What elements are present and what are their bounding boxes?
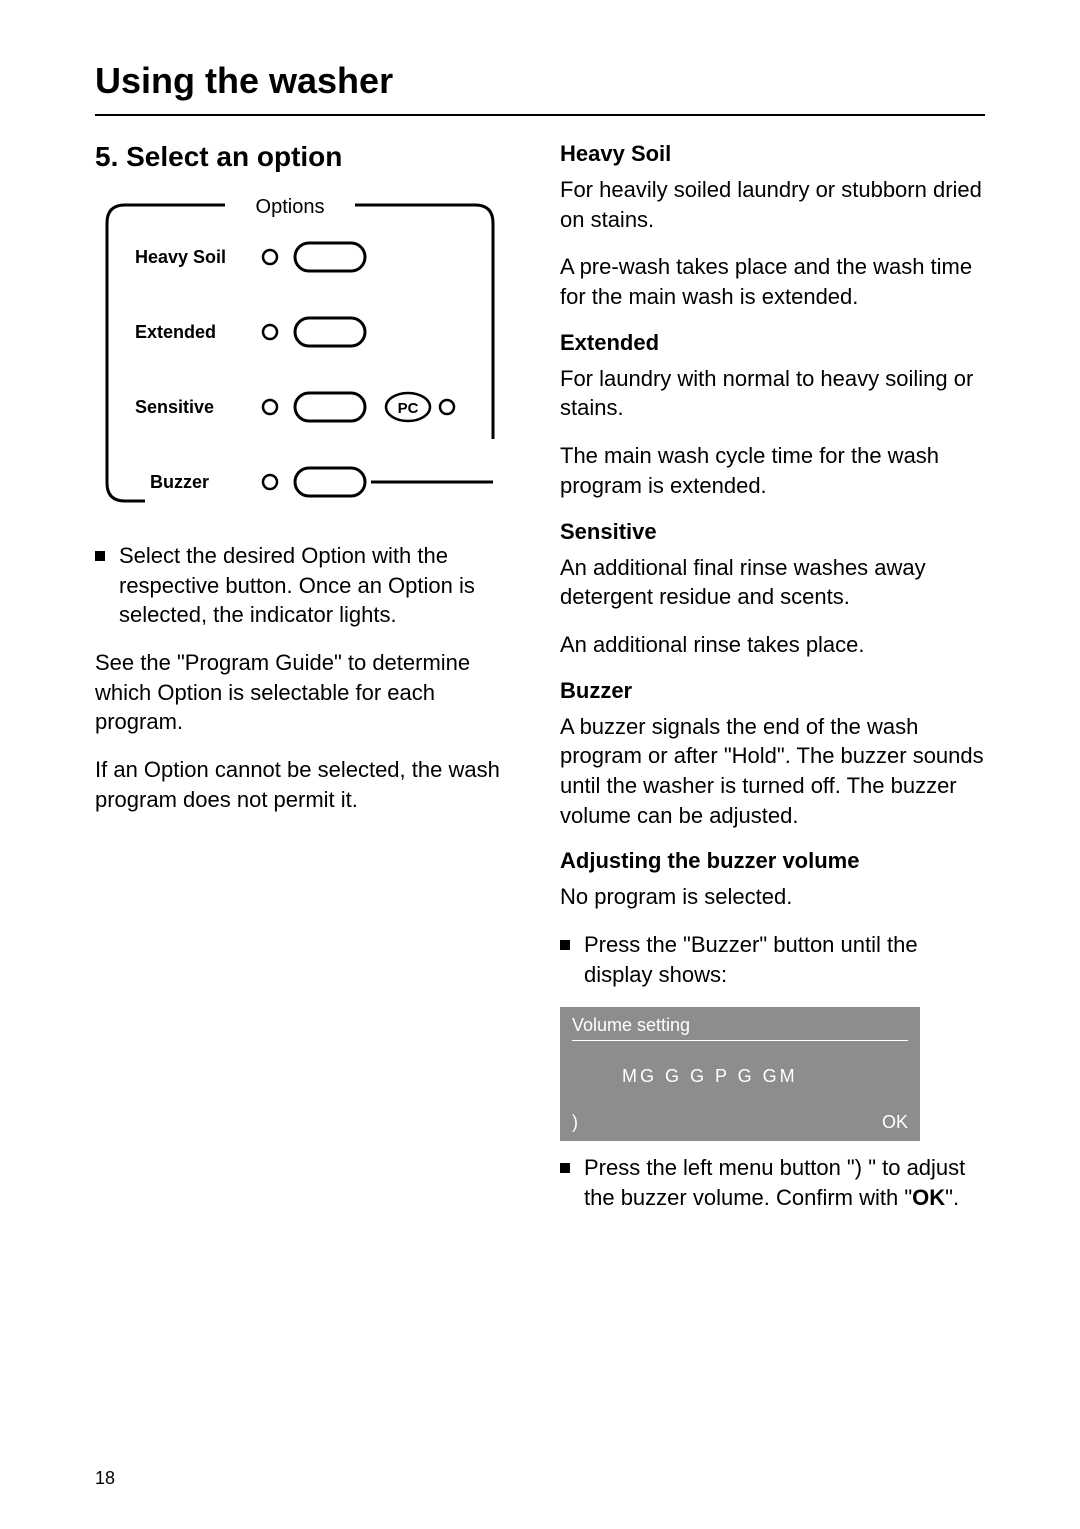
display-left-button-label: ) (572, 1112, 578, 1133)
option-button-sensitive[interactable] (295, 393, 365, 421)
list-item: Press the "Buzzer" button until the disp… (560, 930, 985, 989)
bullet-icon (560, 940, 570, 950)
paragraph: An additional rinse takes place. (560, 630, 985, 660)
washer-display: Volume setting MG G G P G GM ) OK (560, 1007, 920, 1141)
list-item: Select the desired Option with the respe… (95, 541, 520, 630)
section-heading: 5. Select an option (95, 141, 520, 173)
title-rule (95, 114, 985, 116)
bullet-text: Press the left menu button ") " to adjus… (584, 1153, 985, 1212)
pc-badge-label: PC (398, 400, 419, 417)
options-legend: Options (256, 196, 325, 218)
option-button-heavy-soil[interactable] (295, 243, 365, 271)
subheading-extended: Extended (560, 330, 985, 356)
paragraph: No program is selected. (560, 882, 985, 912)
indicator-light-icon (440, 400, 454, 414)
subheading-sensitive: Sensitive (560, 519, 985, 545)
right-column: Heavy Soil For heavily soiled laundry or… (560, 141, 985, 1231)
paragraph: For laundry with normal to heavy soiling… (560, 364, 985, 423)
subheading-heavy-soil: Heavy Soil (560, 141, 985, 167)
left-column: 5. Select an option Options Heavy Soil E… (95, 141, 520, 1231)
display-volume-bars: MG G G P G GM (572, 1041, 908, 1112)
indicator-light-icon (263, 250, 277, 264)
option-label-extended: Extended (135, 322, 216, 342)
option-label-heavy-soil: Heavy Soil (135, 247, 226, 267)
option-label-buzzer: Buzzer (150, 472, 209, 492)
option-button-extended[interactable] (295, 318, 365, 346)
bullet-icon (95, 551, 105, 561)
paragraph: The main wash cycle time for the wash pr… (560, 441, 985, 500)
option-button-buzzer[interactable] (295, 468, 365, 496)
display-right-button-label: OK (882, 1112, 908, 1133)
bullet-text: Select the desired Option with the respe… (119, 541, 520, 630)
list-item: Press the left menu button ") " to adjus… (560, 1153, 985, 1212)
display-title: Volume setting (572, 1015, 908, 1041)
indicator-light-icon (263, 400, 277, 414)
subheading-buzzer: Buzzer (560, 678, 985, 704)
indicator-light-icon (263, 475, 277, 489)
paragraph: A buzzer signals the end of the wash pro… (560, 712, 985, 831)
page-title: Using the washer (95, 60, 985, 102)
indicator-light-icon (263, 325, 277, 339)
manual-page: Using the washer 5. Select an option Opt… (0, 0, 1080, 1529)
paragraph: See the "Program Guide" to determine whi… (95, 648, 520, 737)
paragraph: A pre-wash takes place and the wash time… (560, 252, 985, 311)
bullet-icon (560, 1163, 570, 1173)
bullet-text: Press the "Buzzer" button until the disp… (584, 930, 985, 989)
option-label-sensitive: Sensitive (135, 397, 214, 417)
paragraph: If an Option cannot be selected, the was… (95, 755, 520, 814)
subheading-adjust-volume: Adjusting the buzzer volume (560, 848, 985, 874)
options-panel-diagram: Options Heavy Soil Extended Sensitive PC (95, 193, 520, 513)
paragraph: An additional final rinse washes away de… (560, 553, 985, 612)
page-number: 18 (95, 1468, 115, 1489)
content-columns: 5. Select an option Options Heavy Soil E… (95, 141, 985, 1231)
paragraph: For heavily soiled laundry or stubborn d… (560, 175, 985, 234)
